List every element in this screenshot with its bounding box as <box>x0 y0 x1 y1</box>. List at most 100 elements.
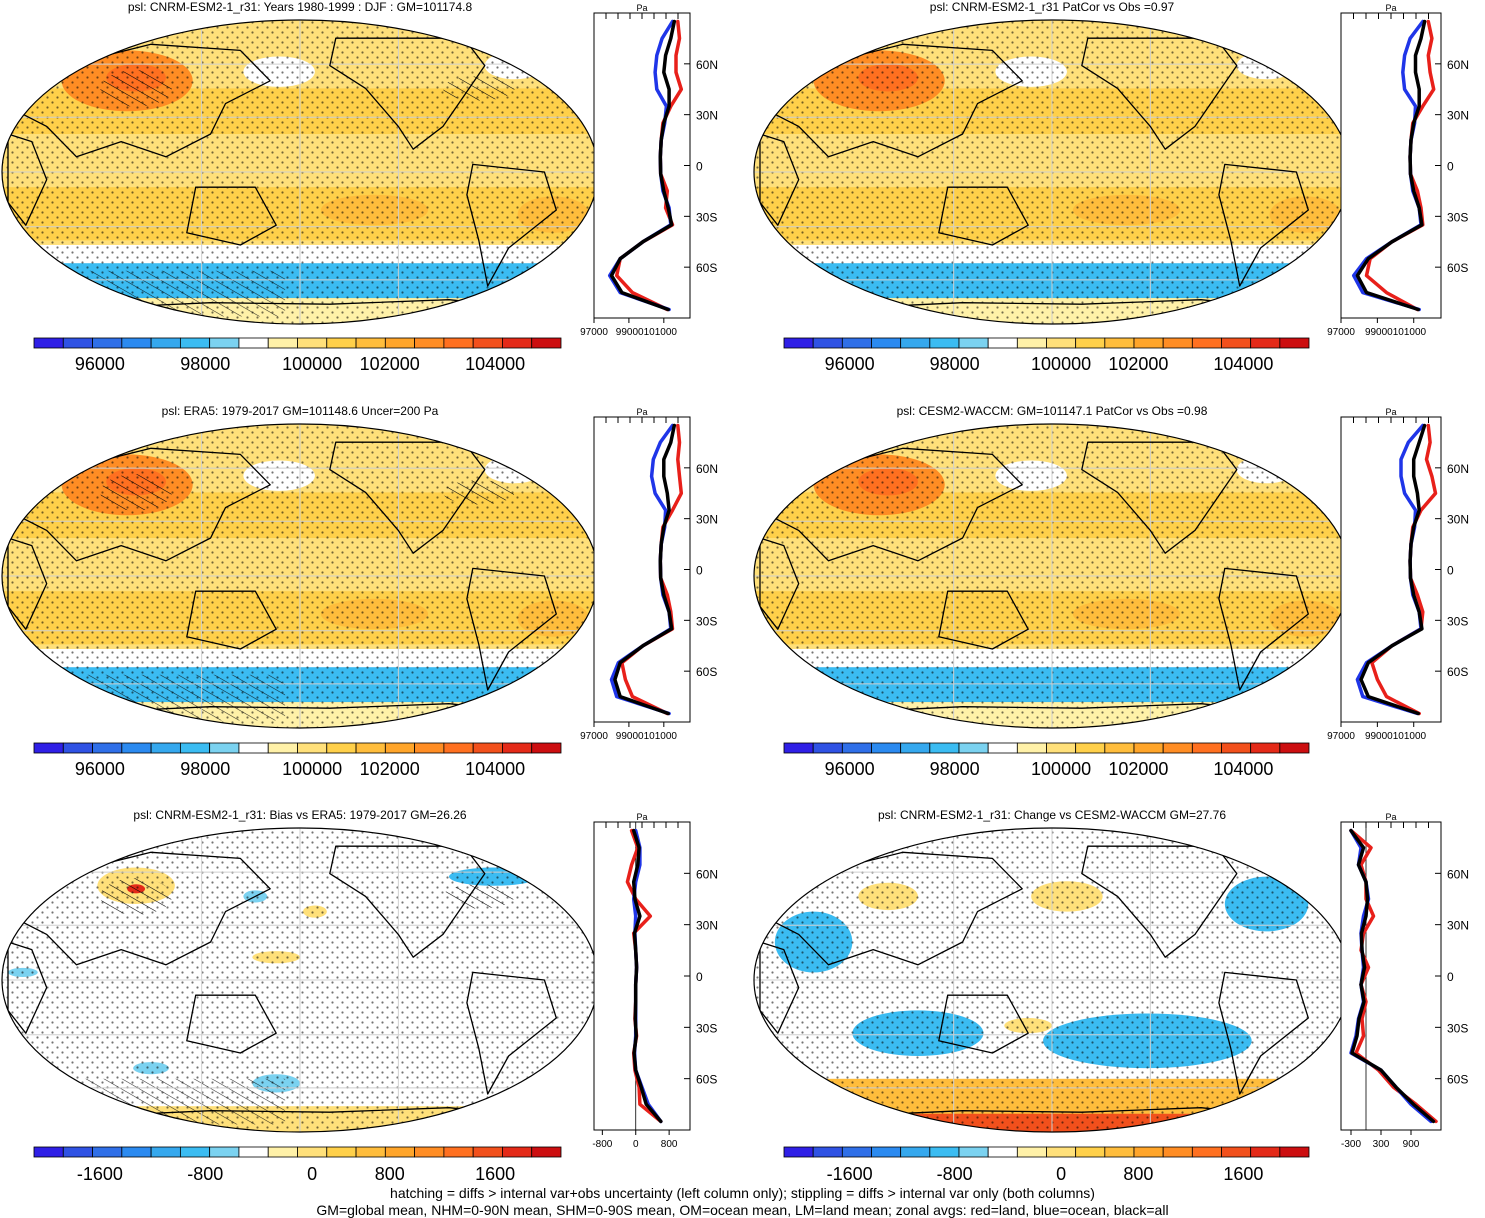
colorbar-swatch <box>1075 1146 1106 1158</box>
coastline-south-america <box>1218 567 1309 691</box>
colorbar-swatch <box>297 337 328 349</box>
coastline-north-america <box>1081 441 1238 554</box>
coastline-south-america <box>466 971 557 1095</box>
colorbar-swatch <box>384 337 416 349</box>
colorbar-swatch <box>33 337 64 349</box>
zonal-panel-model-patcor: Pa 60N 30N 0 30S 60S 97000 99000101000 <box>1327 3 1469 338</box>
colorbar-swatch <box>238 337 269 349</box>
panel-title: psl: CNRM-ESM2-1_r31: Years 1980-1999 : … <box>128 0 473 14</box>
colorbar-swatch <box>1016 742 1047 754</box>
colorbar-swatch <box>900 1146 931 1158</box>
colorbar-swatch <box>871 742 902 754</box>
colorbar-ref-model-clim: 96000 98000 100000 102000 104000 <box>783 742 1310 779</box>
colorbar-swatch <box>987 337 1018 349</box>
colorbar-swatch <box>841 742 872 754</box>
colorbar-swatch <box>812 337 843 349</box>
colorbar-swatch <box>531 742 562 754</box>
zonal-x-label: 900 <box>1403 1139 1420 1150</box>
colorbar-swatch <box>783 742 814 754</box>
coastline-africa <box>759 537 800 630</box>
coastline-africa <box>7 537 48 630</box>
colorbar-swatch <box>1016 1146 1047 1158</box>
colorbar-tick-label: 104000 <box>1213 759 1273 779</box>
colorbar-swatch <box>871 1146 902 1158</box>
zonal-x-label: 97000 <box>580 731 608 742</box>
coastline-greenland <box>513 834 546 863</box>
colorbar-swatch <box>900 337 931 349</box>
coastline-south-america <box>1218 163 1309 287</box>
colorbar-swatch <box>502 742 533 754</box>
colorbar-swatch <box>150 1146 181 1158</box>
colorbar-tick-label: 104000 <box>465 354 525 374</box>
colorbar-swatch <box>179 1146 211 1158</box>
zonal-lat-label: 30S <box>1447 1021 1468 1035</box>
hatching-region <box>443 480 515 505</box>
colorbar-tick-label: -800 <box>187 1164 223 1184</box>
colorbar-tick-label: 100000 <box>282 354 342 374</box>
coastline-north-america <box>329 37 486 150</box>
colorbar-swatch <box>1075 337 1106 349</box>
colorbar-swatch <box>1162 337 1193 349</box>
colorbar-tick-label: 1600 <box>475 1164 515 1184</box>
colorbar-swatch <box>531 1146 562 1158</box>
coastline-asia <box>768 851 1023 966</box>
zonal-all-line <box>1359 423 1427 716</box>
colorbar-swatch <box>384 742 416 754</box>
zonal-panel-model-clim: Pa 60N 30N 0 30S 60S 97000 99000101000 <box>580 3 718 338</box>
zonal-lat-label: 60S <box>1447 261 1468 275</box>
colorbar-swatch <box>1133 1146 1164 1158</box>
colorbar-swatch <box>958 337 989 349</box>
coastline-australia <box>938 186 1029 246</box>
zonal-lat-label: 30S <box>696 614 717 628</box>
zonal-frame <box>593 416 691 723</box>
coastline-asia <box>16 851 271 966</box>
map-panel-model-clim <box>2 20 598 324</box>
zonal-frame <box>1340 821 1442 1131</box>
coastline-asia <box>768 447 1023 562</box>
zonal-lat-label: 0 <box>1447 970 1454 984</box>
colorbar-swatch <box>355 1146 386 1158</box>
colorbar-swatch <box>472 337 503 349</box>
colorbar-obs-clim: 96000 98000 100000 102000 104000 <box>33 742 562 779</box>
colorbar-swatch <box>987 742 1018 754</box>
coastline-africa <box>7 941 48 1034</box>
colorbar-swatch <box>812 1146 843 1158</box>
colorbar-tick-label: 100000 <box>1031 354 1091 374</box>
zonal-all-line <box>1349 828 1436 1124</box>
colorbar-swatch <box>62 337 93 349</box>
colorbar-swatch <box>472 742 503 754</box>
colorbar-swatch <box>33 742 64 754</box>
colorbar-tick-label: 96000 <box>825 759 875 779</box>
colorbar-tick-label: 102000 <box>1108 354 1168 374</box>
zonal-all-line <box>1355 19 1427 312</box>
coastline-australia <box>186 590 277 650</box>
colorbar-swatch <box>1162 1146 1193 1158</box>
coastline-africa <box>7 133 48 226</box>
panel-title: psl: CNRM-ESM2-1_r31: Bias vs ERA5: 1979… <box>133 808 466 822</box>
zonal-lat-label: 60S <box>696 261 717 275</box>
zonal-lat-label: 30S <box>1447 614 1468 628</box>
colorbar-change: -1600 -800 0 800 1600 <box>783 1146 1310 1184</box>
colorbar-tick-label: 0 <box>307 1164 317 1184</box>
colorbar-tick-label: -1600 <box>827 1164 873 1184</box>
colorbar-tick-label: 96000 <box>75 759 125 779</box>
coastline-asia <box>768 43 1023 158</box>
colorbar-tick-label: 104000 <box>1213 354 1273 374</box>
zonal-panel-obs-clim: Pa 60N 30N 0 30S 60S 97000 99000101000 <box>580 407 718 742</box>
coastline-africa <box>759 941 800 1034</box>
colorbar-tick-label: 96000 <box>75 354 125 374</box>
zonal-x-label: 97000 <box>1327 731 1355 742</box>
panel-title: psl: ERA5: 1979-2017 GM=101148.6 Uncer=2… <box>162 404 439 418</box>
colorbar-swatch <box>209 1146 240 1158</box>
colorbar-swatch <box>1221 337 1252 349</box>
zonal-lat-label: 0 <box>1447 160 1454 174</box>
zonal-x-label: 99000101000 <box>616 327 678 338</box>
colorbar-swatch <box>326 742 357 754</box>
zonal-x-label: 97000 <box>580 327 608 338</box>
colorbar-tick-label: -800 <box>937 1164 973 1184</box>
zonal-panel-change: Pa 60N 30N 0 30S 60S -300 300 900 <box>1340 812 1469 1150</box>
hatching-region <box>46 674 286 721</box>
colorbar-swatch <box>1075 742 1106 754</box>
colorbar-swatch <box>267 1146 298 1158</box>
